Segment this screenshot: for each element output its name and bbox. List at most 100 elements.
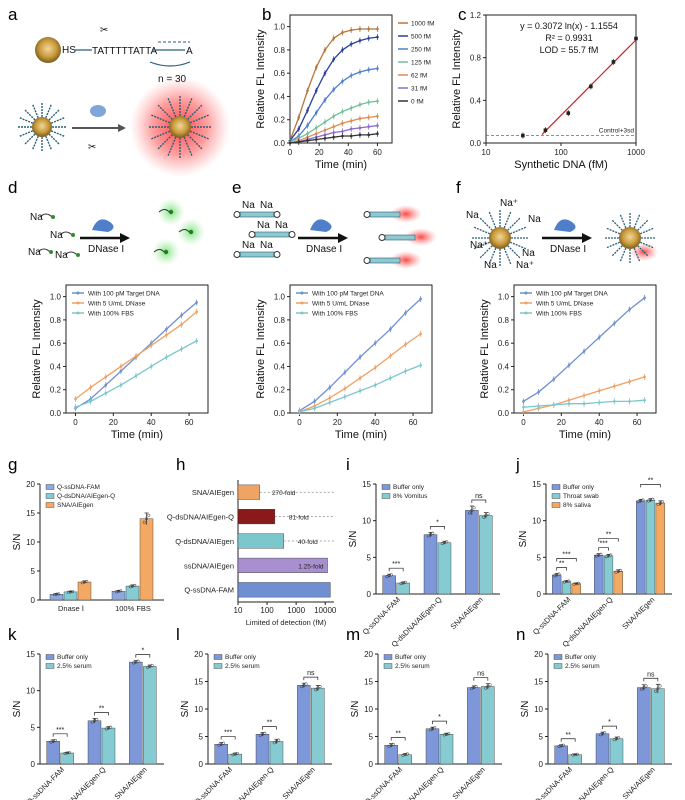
replicate-point xyxy=(658,501,662,505)
significance-bracket xyxy=(135,654,151,658)
y-tick-label: 0.4 xyxy=(470,96,482,105)
dna-strand xyxy=(633,213,641,229)
y-tick-label: 0 xyxy=(369,760,374,769)
replicate-point xyxy=(221,741,225,745)
data-point xyxy=(180,313,183,317)
data-point xyxy=(643,398,646,402)
sna-particle-icon xyxy=(18,103,66,151)
bar xyxy=(237,582,331,598)
y-tick-label: 0.2 xyxy=(498,386,510,395)
replicate-point xyxy=(52,592,56,597)
replicate-point xyxy=(575,752,579,756)
data-point xyxy=(180,323,183,326)
dna-strand xyxy=(151,114,171,124)
bar xyxy=(655,502,665,595)
bar xyxy=(595,733,610,765)
data-point xyxy=(419,297,422,301)
x-tick-label: 100 xyxy=(554,148,568,157)
fam-dye-icon xyxy=(71,233,75,237)
data-point xyxy=(180,347,183,351)
dna-strand xyxy=(637,245,649,257)
data-point xyxy=(297,116,301,119)
bar xyxy=(479,515,493,595)
x-tick-label: 100 xyxy=(260,606,274,615)
x-tick-label: 0 xyxy=(521,418,526,427)
y-tick-label: 15 xyxy=(534,678,543,687)
dna-strand xyxy=(503,247,512,265)
data-point xyxy=(314,126,318,130)
data-point xyxy=(613,400,616,403)
dna-strand xyxy=(507,245,521,259)
legend-entry: 1000 fM xyxy=(411,21,435,28)
y-tick-label: 1.0 xyxy=(274,293,286,302)
dna-strand xyxy=(488,211,497,229)
dna-strand xyxy=(48,133,60,145)
data-point xyxy=(323,71,327,75)
legend-swatch xyxy=(551,502,561,508)
quencher-icon xyxy=(273,211,281,218)
replicate-point xyxy=(654,689,658,693)
data-point xyxy=(389,354,392,358)
thiol-label: HS xyxy=(62,45,76,56)
legend-entry: 0 fM xyxy=(411,99,424,106)
significance-bracket xyxy=(473,677,489,681)
data-point xyxy=(328,396,332,400)
legend-entry: 125 fM xyxy=(411,60,431,67)
bar xyxy=(46,741,60,765)
dna-strand xyxy=(639,227,655,235)
replicate-point xyxy=(642,686,646,690)
data-point xyxy=(332,36,336,40)
replicate-point xyxy=(67,751,71,755)
data-point xyxy=(597,389,601,393)
data-point xyxy=(358,27,362,31)
sodium-ion-label: Na xyxy=(260,200,273,211)
data-point xyxy=(613,322,616,325)
bar xyxy=(214,744,228,765)
legend-entry: Q-dsDNA/AIEgen-Q xyxy=(57,493,115,500)
x-tick-label: 0 xyxy=(288,148,293,157)
y-tick-label: 5 xyxy=(537,553,542,562)
dnase-enzyme-icon xyxy=(92,219,114,232)
bar xyxy=(77,581,92,601)
dsdna-duplex xyxy=(369,211,401,218)
data-point xyxy=(349,134,353,138)
x-tick-label: 20 xyxy=(315,148,324,157)
plot-frame-e xyxy=(289,284,433,414)
sodium-ion-label: Na xyxy=(260,240,273,251)
y-tick-label: 5 xyxy=(539,733,544,742)
legend-marker xyxy=(524,301,528,305)
y-tick-label: 15 xyxy=(194,678,203,687)
bar xyxy=(481,686,495,765)
replicate-point xyxy=(567,579,571,583)
replicate-point xyxy=(133,583,137,587)
significance-label: ** xyxy=(606,532,612,539)
replicate-point xyxy=(474,685,478,689)
y-tick-label: 0.2 xyxy=(50,386,62,395)
data-point xyxy=(376,35,379,39)
fit-annotation: R² = 0.9931 xyxy=(545,33,592,43)
data-point xyxy=(537,404,540,408)
panel-label-k: k xyxy=(8,625,17,644)
legend-entry: 2.5% serum xyxy=(395,663,430,670)
dna-strand xyxy=(639,241,655,249)
fit-line xyxy=(541,39,637,135)
bar xyxy=(645,499,656,595)
data-point xyxy=(358,376,362,380)
y-axis-label: S/N xyxy=(12,534,23,551)
y-tick-label: 0.4 xyxy=(498,362,510,371)
data-point xyxy=(104,375,108,379)
data-point xyxy=(341,48,344,52)
replicate-point xyxy=(95,717,99,721)
y-tick-label: 20 xyxy=(194,650,203,659)
data-point xyxy=(165,333,168,337)
bar xyxy=(437,542,452,595)
legend-swatch xyxy=(213,654,223,660)
replicate-point xyxy=(484,686,488,690)
panel-label-i: i xyxy=(346,455,350,474)
significance-bracket xyxy=(430,526,445,530)
y-tick-label: 0.4 xyxy=(274,92,286,101)
dna-strand xyxy=(619,213,627,229)
sodium-ion-label: Na xyxy=(257,220,270,231)
replicate-point xyxy=(274,739,279,744)
